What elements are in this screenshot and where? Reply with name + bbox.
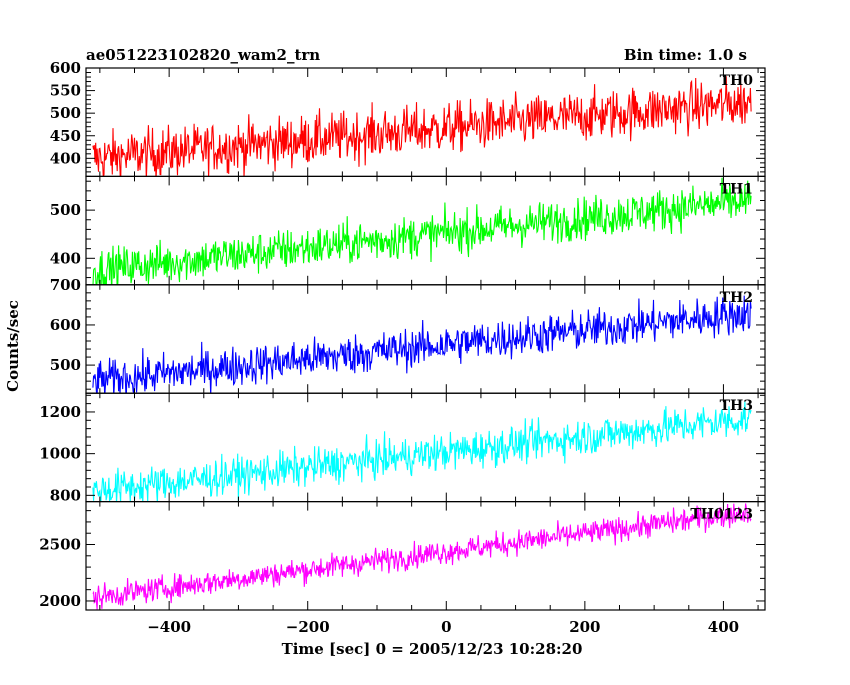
- y-tick-label: 400: [50, 149, 81, 167]
- series-line-th0123: [92, 503, 752, 610]
- panel-th3: 800 1000 1200 TH3: [39, 392, 766, 504]
- y-tick-label: 450: [50, 127, 81, 145]
- series-line-th3: [92, 401, 752, 502]
- x-tick-label: 400: [708, 618, 739, 636]
- y-tick-label: 600: [50, 59, 81, 77]
- series-line-th2: [92, 295, 752, 394]
- y-tick-label: 400: [50, 249, 81, 267]
- y-tick-label: 600: [50, 316, 81, 334]
- panel-th2: 500 600 700 TH2: [50, 276, 766, 394]
- y-tick-label: 700: [50, 276, 81, 294]
- x-tick-label: −200: [286, 618, 330, 636]
- y-tick-label: 1000: [39, 445, 81, 463]
- bin-time-label: Bin time: 1.0 s: [624, 46, 747, 64]
- x-axis-label: Time [sec] 0 = 2005/12/23 10:28:20: [282, 640, 583, 658]
- series-line-th1: [92, 177, 752, 285]
- panel-th1: 400 500 TH1: [50, 175, 766, 286]
- x-tick-label: −400: [147, 618, 191, 636]
- y-axis-label: Counts/sec: [4, 300, 22, 392]
- x-axis: −400 −200 0 200 400: [147, 618, 739, 636]
- y-tick-label: 500: [50, 356, 81, 374]
- panel-label-th0123: TH0123: [690, 507, 753, 523]
- panel-frame: [85, 67, 766, 178]
- panel-label-th1: TH1: [720, 181, 753, 197]
- chart-title: ae051223102820_wam2_trn: [86, 46, 320, 64]
- x-tick-label: 200: [569, 618, 600, 636]
- panel-label-th0: TH0: [720, 73, 754, 89]
- y-tick-label: 1200: [39, 403, 81, 421]
- y-tick-label: 2500: [39, 536, 81, 554]
- y-tick-label: 500: [50, 104, 81, 122]
- panel-th0123: 2000 2500 TH0123: [39, 501, 766, 611]
- y-tick-label: 500: [50, 201, 81, 219]
- x-tick-label: 0: [441, 618, 451, 636]
- panel-th0: 400 450 500 550 600 TH0: [50, 59, 766, 178]
- series-line-th0: [92, 76, 752, 177]
- panel-label-th2: TH2: [720, 290, 753, 306]
- y-tick-label: 800: [50, 486, 81, 504]
- y-tick-label: 550: [50, 82, 81, 100]
- panel-label-th3: TH3: [720, 398, 753, 414]
- panels-layer: 400 450 500 550 600 TH0 400 500 TH1 500 600 700 TH2 8…: [39, 59, 766, 611]
- y-tick-label: 2000: [39, 592, 81, 610]
